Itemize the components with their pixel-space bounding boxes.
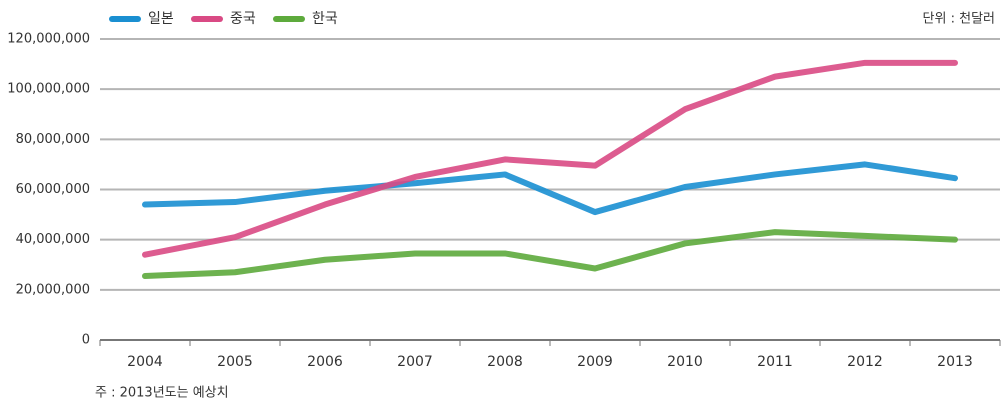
y-tick-label: 0 — [82, 333, 90, 348]
series-line — [142, 229, 958, 280]
legend-label: 일본 — [148, 11, 174, 27]
x-tick-label: 2011 — [757, 354, 793, 370]
x-tick-label: 2006 — [307, 354, 343, 370]
footnote: 주 : 2013년도는 예상치 — [95, 386, 229, 401]
x-tick-label: 2012 — [847, 354, 883, 370]
x-tick-label: 2013 — [937, 354, 973, 370]
y-tick-label: 80,000,000 — [16, 132, 90, 147]
y-tick-label: 20,000,000 — [16, 282, 90, 297]
x-tick-label: 2007 — [397, 354, 433, 370]
y-tick-label: 120,000,000 — [7, 32, 90, 47]
y-tick-label: 100,000,000 — [7, 82, 90, 97]
x-tick-label: 2010 — [667, 354, 703, 370]
series-line — [142, 59, 958, 258]
x-tick-label: 2005 — [217, 354, 253, 370]
legend-label: 중국 — [230, 11, 256, 27]
y-tick-label: 60,000,000 — [16, 182, 90, 197]
x-tick-label: 2008 — [487, 354, 523, 370]
x-tick-label: 2009 — [577, 354, 613, 370]
legend-label: 한국 — [312, 11, 338, 27]
unit-label: 단위 : 천달러 — [923, 12, 995, 27]
series-line — [142, 161, 958, 216]
x-tick-label: 2004 — [127, 354, 163, 370]
y-tick-label: 40,000,000 — [16, 232, 90, 247]
